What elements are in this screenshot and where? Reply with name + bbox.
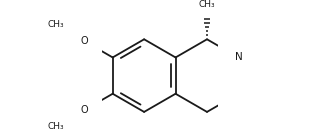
Text: O: O	[81, 36, 88, 46]
Text: CH₃: CH₃	[48, 20, 64, 29]
Text: CH₃: CH₃	[199, 0, 215, 9]
Text: O: O	[81, 105, 88, 115]
Text: N: N	[235, 52, 242, 62]
Text: CH₃: CH₃	[48, 122, 64, 131]
